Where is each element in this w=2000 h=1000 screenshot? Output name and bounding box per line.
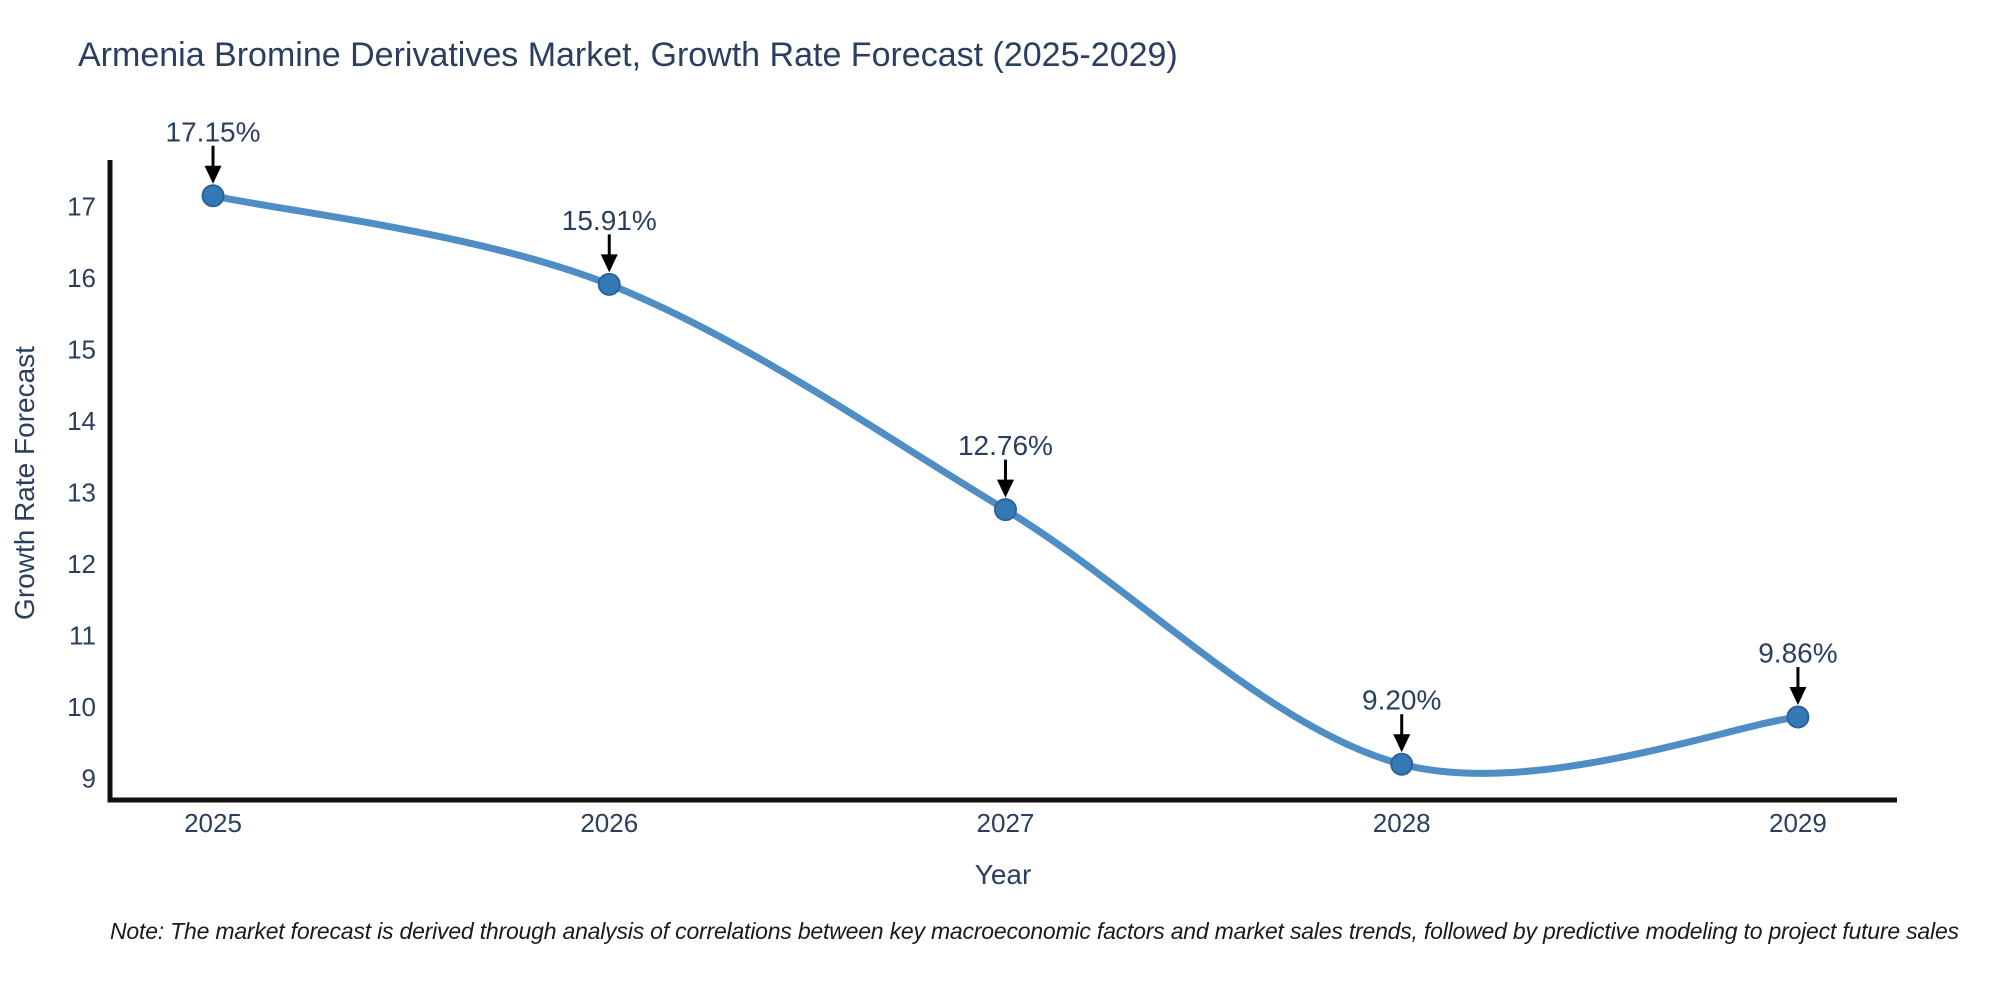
data-point-marker — [1786, 705, 1810, 729]
annotation-arrowhead-icon — [1789, 687, 1807, 706]
y-tick-label: 17 — [67, 191, 96, 221]
x-tick-label: 2027 — [977, 808, 1035, 838]
y-tick-label: 16 — [67, 263, 96, 293]
y-tick-label: 12 — [67, 549, 96, 579]
x-tick-label: 2025 — [184, 808, 242, 838]
data-point-marker — [597, 272, 621, 296]
footnote: Note: The market forecast is derived thr… — [110, 918, 1959, 944]
annotation-label: 15.91% — [562, 205, 657, 236]
y-tick-label: 13 — [67, 478, 96, 508]
y-tick-label: 9 — [82, 764, 96, 794]
y-tick-label: 10 — [67, 692, 96, 722]
x-tick-label: 2026 — [580, 808, 638, 838]
data-point-marker — [993, 498, 1017, 522]
annotation-arrowhead-icon — [996, 479, 1014, 498]
annotation-arrowhead-icon — [204, 165, 222, 184]
y-tick-label: 15 — [67, 334, 96, 364]
data-point-marker — [201, 184, 225, 208]
annotation-label: 12.76% — [958, 430, 1053, 461]
data-point-marker — [1390, 752, 1414, 776]
chart-title: Armenia Bromine Derivatives Market, Grow… — [78, 36, 1178, 74]
annotation-label: 9.86% — [1758, 638, 1837, 669]
y-axis-title: Growth Rate Forecast — [9, 346, 40, 620]
x-axis-title: Year — [974, 859, 1032, 890]
x-tick-label: 2028 — [1373, 808, 1431, 838]
annotation-label: 17.15% — [166, 116, 261, 147]
y-tick-label: 14 — [67, 406, 96, 436]
annotation-label: 9.20% — [1362, 685, 1441, 716]
annotation-arrowhead-icon — [600, 254, 618, 273]
y-tick-label: 11 — [69, 621, 96, 651]
annotation-arrowhead-icon — [1393, 734, 1411, 753]
x-tick-label: 2029 — [1769, 808, 1827, 838]
